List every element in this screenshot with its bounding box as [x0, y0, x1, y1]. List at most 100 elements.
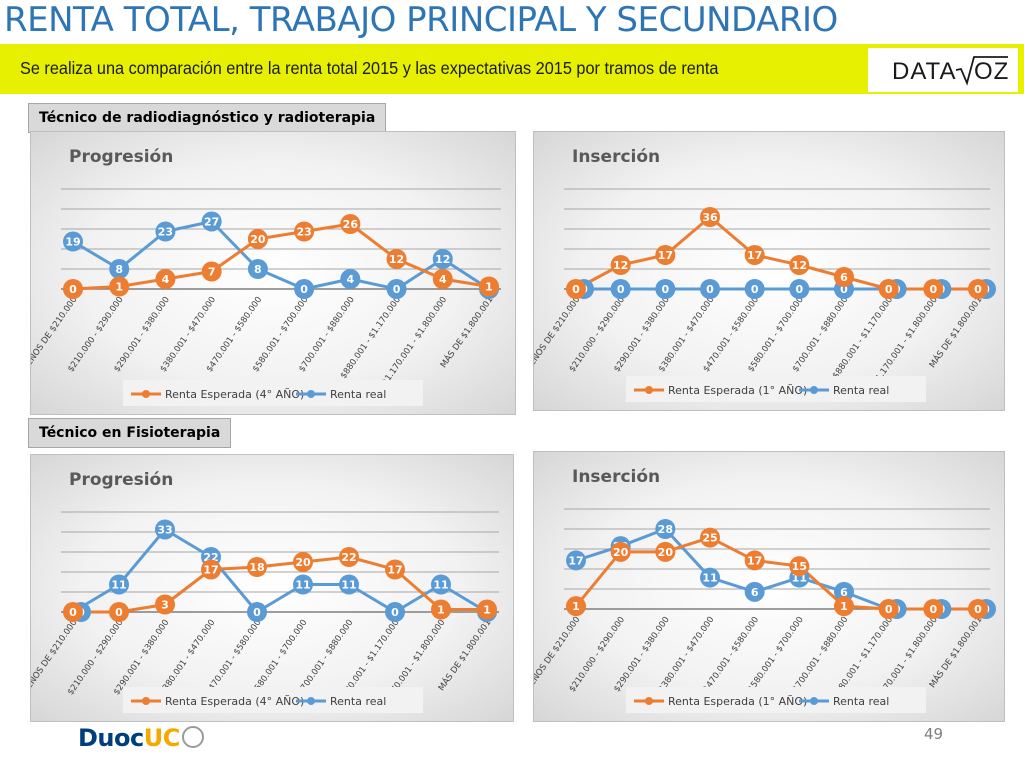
page-number: 49 [924, 725, 944, 743]
data-label: 1 [115, 281, 123, 294]
chart-title: Progresión [69, 147, 173, 167]
data-point [566, 279, 586, 299]
data-point [294, 221, 315, 242]
data-point [201, 559, 221, 580]
data-point [566, 596, 586, 617]
data-label: 0 [974, 603, 982, 616]
legend-label: Renta Esperada (4° AÑO) [165, 695, 304, 708]
legend-marker [645, 697, 653, 705]
data-label: 22 [341, 551, 356, 564]
data-point [700, 567, 720, 588]
data-label: 1 [483, 604, 491, 617]
data-point [834, 596, 854, 617]
seal-icon [181, 726, 204, 748]
data-point [655, 519, 676, 539]
data-point [293, 552, 313, 572]
legend-label: Renta real [330, 388, 386, 401]
data-point [385, 602, 405, 622]
data-point [923, 599, 944, 619]
data-label: 20 [250, 233, 266, 246]
legend-box [626, 687, 926, 713]
data-point [431, 599, 451, 620]
banner-subtitle: Se realiza una comparación entre la rent… [20, 58, 719, 78]
data-label: 17 [203, 564, 218, 577]
data-label: 11 [433, 579, 448, 592]
series-line-0 [73, 555, 487, 614]
data-point [109, 259, 130, 279]
legend-marker [307, 697, 315, 705]
data-label: 0 [974, 283, 982, 296]
chart-insercion-radiodiagnostico: Inserción MENOS DE $210.000 $210.000 - $29… [533, 131, 1005, 411]
data-label: 0 [751, 283, 759, 296]
data-point [385, 559, 405, 580]
chart-title: Inserción [572, 467, 660, 487]
data-point [789, 556, 810, 577]
data-point [477, 599, 497, 620]
data-label: 11 [341, 579, 356, 592]
data-point [923, 279, 944, 299]
data-point [386, 249, 407, 269]
data-point [293, 574, 313, 595]
data-point [655, 245, 676, 265]
data-point [878, 279, 899, 299]
data-label: 27 [204, 216, 219, 229]
data-point [432, 269, 453, 289]
data-point [479, 276, 499, 297]
data-label: 0 [115, 606, 123, 619]
data-label: 11 [295, 579, 310, 592]
data-point [789, 279, 810, 299]
series-line-0 [575, 215, 978, 291]
data-point [968, 279, 988, 299]
data-label: 0 [930, 603, 938, 616]
legend-label: Renta real [330, 695, 386, 708]
data-point [155, 221, 176, 242]
data-label: 0 [69, 606, 77, 619]
data-label: 1 [437, 604, 445, 617]
legend-marker [142, 697, 150, 705]
svg-text:DATA: DATA [892, 58, 956, 85]
section-tab-radiodiagnostico: Técnico de radiodiagnóstico y radioterap… [28, 103, 387, 133]
data-point [109, 574, 129, 595]
series-line-0 [574, 536, 978, 611]
data-point [155, 269, 176, 289]
data-point [294, 279, 315, 299]
legend-marker [645, 386, 653, 394]
data-point [700, 279, 720, 299]
data-label: 6 [840, 271, 848, 284]
data-label: 11 [702, 572, 717, 585]
legend-label: Renta Esperada (1° AÑO) [668, 384, 807, 397]
data-point [339, 574, 359, 595]
data-label: 0 [662, 283, 670, 296]
legend-marker [810, 386, 818, 394]
data-point [63, 279, 83, 299]
chart-progresion-fisioterapia: Progresión MENOS DE $210.000 $210.000 - $2… [30, 454, 514, 722]
data-label: 1 [485, 281, 493, 294]
legend-label: Renta real [833, 384, 889, 397]
legend-label: Renta Esperada (4° AÑO) [165, 388, 304, 401]
data-point [340, 269, 361, 289]
data-point [155, 594, 175, 615]
data-label: 12 [389, 253, 404, 266]
data-label: 33 [157, 524, 172, 537]
data-label: 0 [391, 606, 399, 619]
data-point [610, 255, 631, 275]
data-label: 20 [613, 546, 629, 559]
page-title: RENTA TOTAL, TRABAJO PRINCIPAL Y SECUNDA… [4, 0, 838, 40]
data-point [340, 214, 361, 234]
data-point [201, 211, 222, 232]
duoc-text: Duoc [78, 724, 144, 752]
data-label: 19 [65, 236, 80, 249]
data-label: 23 [296, 226, 311, 239]
data-point [63, 231, 83, 252]
data-label: 0 [706, 283, 714, 296]
data-label: 11 [111, 579, 126, 592]
data-label: 8 [254, 263, 262, 276]
data-label: 0 [885, 283, 893, 296]
data-label: 0 [393, 283, 401, 296]
data-label: 4 [347, 273, 355, 286]
series-line-1 [72, 220, 490, 291]
data-label: 26 [343, 218, 359, 231]
